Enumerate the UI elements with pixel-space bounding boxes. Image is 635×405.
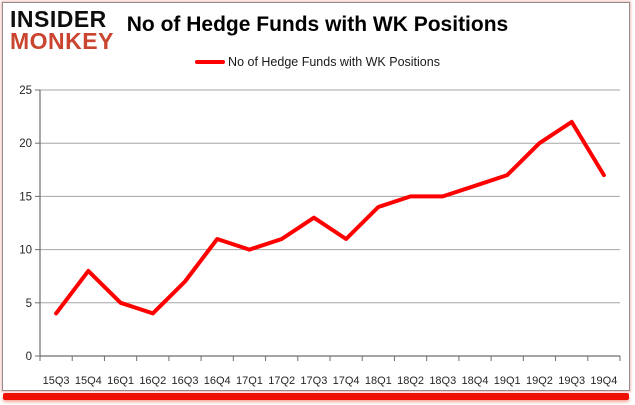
legend-line-swatch-icon — [195, 60, 226, 64]
x-tick-label: 18Q1 — [365, 375, 392, 387]
x-tick-label: 19Q4 — [590, 375, 617, 387]
x-tick-label: 15Q4 — [75, 375, 102, 387]
legend-series-label: No of Hedge Funds with WK Positions — [228, 55, 440, 69]
x-tick-label: 17Q3 — [300, 375, 327, 387]
x-tick-label: 18Q2 — [397, 375, 424, 387]
x-tick-label: 18Q4 — [462, 375, 489, 387]
y-tick-label: 25 — [19, 85, 32, 97]
x-tick-label: 16Q3 — [172, 375, 199, 387]
logo-word-monkey: MONKEY — [10, 28, 114, 55]
x-tick-label: 19Q3 — [558, 375, 585, 387]
logo-word-insider: INSIDER — [10, 6, 107, 32]
series-line-hedge-funds — [54, 119, 606, 316]
bottom-red-accent-bar — [3, 393, 629, 400]
y-tick-label: 5 — [26, 298, 32, 310]
chart-legend: No of Hedge Funds with WK Positions — [0, 55, 635, 69]
y-tick-label: 15 — [19, 191, 32, 203]
x-tick-label: 15Q3 — [43, 375, 70, 387]
x-tick-label: 19Q1 — [494, 375, 521, 387]
y-tick-label: 10 — [19, 245, 32, 257]
insider-monkey-logo: INSIDER MONKEY — [10, 6, 114, 55]
line-chart-canvas: 0 5 10 15 20 25 15Q3 15Q4 16Q1 16Q2 16Q3 16Q4 17Q1 17… — [19, 85, 621, 387]
x-tick-label: 16Q4 — [204, 375, 231, 387]
x-tick-label: 16Q2 — [139, 375, 166, 387]
x-tick-label: 17Q1 — [236, 375, 263, 387]
x-tick-label: 16Q1 — [107, 375, 134, 387]
x-tick-label: 19Q2 — [526, 375, 553, 387]
chart-title: No of Hedge Funds with WK Positions — [126, 13, 509, 36]
x-tick-label: 17Q4 — [333, 375, 360, 387]
y-tick-label: 20 — [19, 138, 32, 150]
x-tick-label: 18Q3 — [429, 375, 456, 387]
y-tick-label: 0 — [26, 351, 32, 363]
x-tick-label: 17Q2 — [268, 375, 295, 387]
